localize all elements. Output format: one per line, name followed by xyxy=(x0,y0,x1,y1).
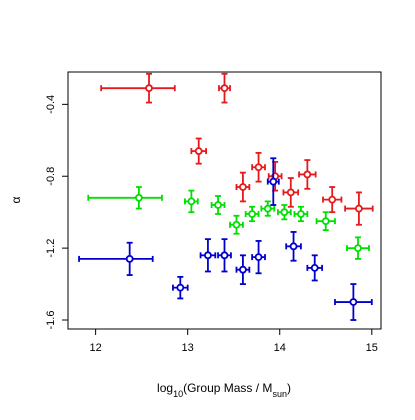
point-marker xyxy=(125,255,134,263)
point-marker xyxy=(239,183,247,191)
point-marker xyxy=(254,163,263,172)
data-point xyxy=(217,238,232,273)
y-tick-label: -0.4 xyxy=(45,95,57,114)
plot-frame xyxy=(67,71,382,330)
data-point xyxy=(276,204,292,221)
data-point xyxy=(322,186,343,214)
y-axis: -0.4 -0.8 -1.2 -1.6 xyxy=(45,95,68,330)
data-point xyxy=(315,211,336,232)
point-marker xyxy=(145,84,153,93)
point-marker xyxy=(349,298,358,306)
point-marker xyxy=(297,210,305,218)
point-marker xyxy=(194,147,203,155)
data-point xyxy=(190,137,207,165)
data-point xyxy=(282,177,300,208)
y-axis-title: α xyxy=(9,196,23,203)
point-marker xyxy=(232,220,241,229)
point-marker xyxy=(263,204,272,213)
point-marker xyxy=(354,244,362,253)
data-point xyxy=(210,195,226,215)
point-marker xyxy=(214,201,222,209)
data-point xyxy=(334,283,373,321)
point-marker xyxy=(204,251,212,260)
point-marker xyxy=(187,197,196,206)
data-point xyxy=(266,157,280,206)
x-tick-label: 15 xyxy=(366,342,378,354)
series-0 xyxy=(100,72,374,226)
data-point xyxy=(218,72,231,104)
point-marker xyxy=(355,204,363,213)
data-point xyxy=(251,240,266,275)
y-tick-label: -1.2 xyxy=(45,239,57,258)
x-tick-label: 12 xyxy=(89,342,101,354)
data-point xyxy=(235,254,251,285)
point-marker xyxy=(303,170,312,179)
data-point xyxy=(78,241,154,276)
point-marker xyxy=(286,188,295,197)
point-marker xyxy=(289,242,298,251)
y-tick-label: -0.8 xyxy=(45,167,57,186)
point-marker xyxy=(280,208,289,217)
data-point xyxy=(100,72,176,104)
x-axis: 12 13 14 15 xyxy=(89,329,378,354)
point-marker xyxy=(220,84,229,93)
data-point xyxy=(184,189,199,214)
data-point xyxy=(251,151,266,183)
x-axis-title: log10(Group Mass / Msun) xyxy=(157,381,291,399)
point-marker xyxy=(269,177,278,186)
data-point xyxy=(244,205,260,223)
data-marks xyxy=(78,72,374,321)
point-marker xyxy=(176,283,185,292)
data-point xyxy=(229,214,244,235)
point-marker xyxy=(248,210,257,218)
point-marker xyxy=(310,263,319,272)
x-tick-label: 13 xyxy=(182,342,194,354)
data-point xyxy=(260,200,276,217)
point-marker xyxy=(220,251,229,260)
data-point xyxy=(293,205,309,223)
data-point xyxy=(298,159,317,190)
point-marker xyxy=(134,193,143,202)
point-marker xyxy=(239,265,247,274)
data-point xyxy=(285,231,302,262)
x-tick-label: 14 xyxy=(274,342,286,354)
point-marker xyxy=(328,195,337,204)
series-1 xyxy=(87,186,370,260)
data-point xyxy=(235,171,251,203)
y-tick-label: -1.6 xyxy=(45,311,57,330)
data-point xyxy=(306,254,323,282)
series-2 xyxy=(78,157,373,321)
point-marker xyxy=(254,253,263,262)
data-point xyxy=(87,186,163,210)
data-point xyxy=(267,160,283,192)
data-point xyxy=(172,275,189,300)
point-marker xyxy=(321,217,330,226)
data-point xyxy=(344,191,374,226)
data-point xyxy=(346,236,370,260)
data-point xyxy=(199,238,217,273)
